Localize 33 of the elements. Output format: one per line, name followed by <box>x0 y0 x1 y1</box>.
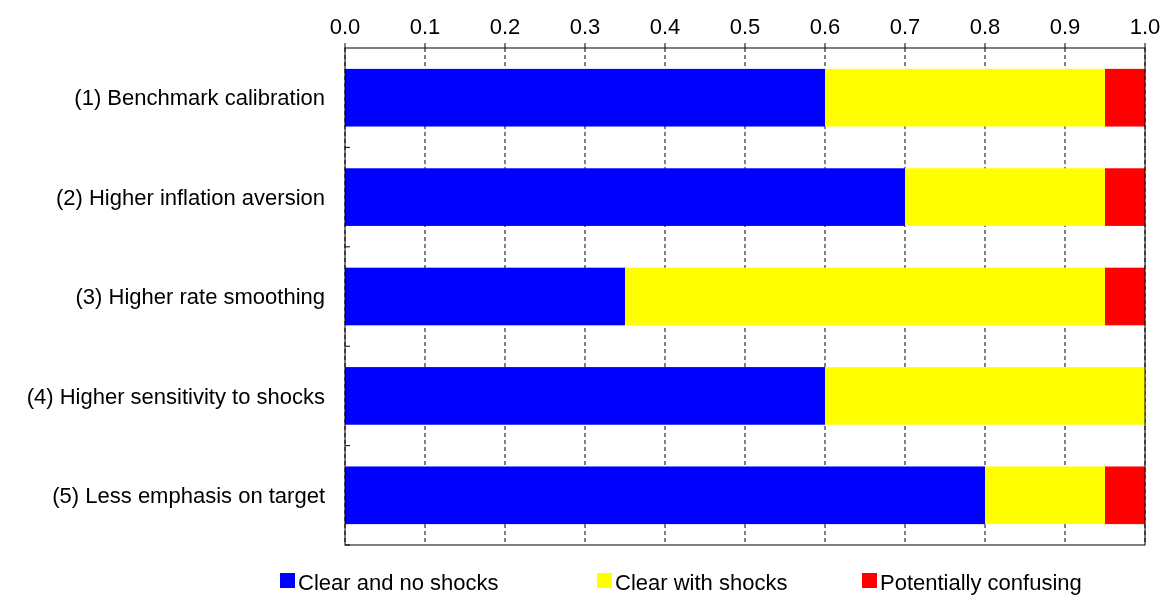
x-tick-label: 0.9 <box>1049 14 1081 39</box>
x-tick-label: 1.0 <box>1129 14 1161 39</box>
bar <box>1105 68 1145 127</box>
x-tick-label: 0.2 <box>489 14 521 39</box>
y-tick-label: (2) Higher inflation aversion <box>55 184 325 210</box>
x-tick-label: 0.1 <box>409 14 441 39</box>
y-tick-label: (3) Higher rate smoothing <box>75 284 325 310</box>
x-tick-label: 0.7 <box>889 14 921 39</box>
bar <box>985 466 1105 525</box>
legend-label: Clear and no shocks <box>298 569 499 595</box>
x-tick-label: 0.0 <box>329 14 361 39</box>
y-tick-label: (5) Less emphasis on target <box>52 483 325 508</box>
bar <box>1105 168 1145 226</box>
bar <box>825 367 1145 425</box>
bar <box>345 466 985 525</box>
bar <box>345 68 825 127</box>
bar <box>905 168 1105 226</box>
legend-label: Potentially confusing <box>880 569 1082 595</box>
x-tick-label: 0.5 <box>729 14 761 39</box>
legend-label: Clear with shocks <box>615 569 788 595</box>
bar <box>345 168 905 226</box>
x-tick-label: 0.6 <box>809 14 841 39</box>
bar <box>345 367 825 425</box>
y-tick-label: (4) Higher sensitivity to shocks <box>26 383 325 409</box>
y-tick-label: (1) Benchmark calibration <box>74 85 325 111</box>
bar <box>1105 267 1145 326</box>
bar <box>825 68 1105 127</box>
bar <box>345 267 625 326</box>
x-tick-label: 0.4 <box>649 14 681 39</box>
bar <box>625 267 1105 326</box>
bar <box>1105 466 1145 525</box>
x-tick-label: 0.3 <box>569 14 601 39</box>
x-tick-label: 0.8 <box>969 14 1001 39</box>
